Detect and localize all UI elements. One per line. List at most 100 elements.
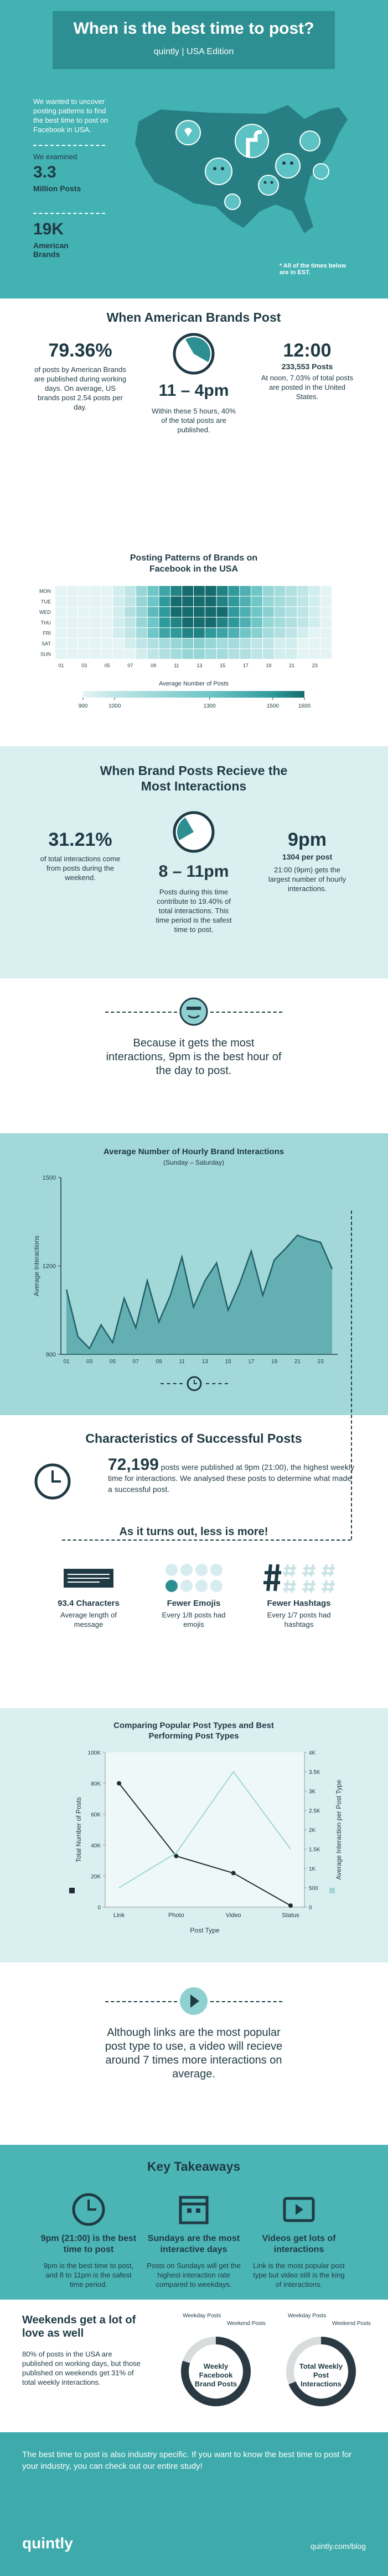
heatmap: MON TUE WED THU FRI SAT SUN 01 03 05 07 09 11 13 15 17 1… (39, 586, 332, 709)
heat-cell (101, 638, 113, 648)
heat-cell (170, 628, 182, 638)
heat-cell (159, 628, 170, 638)
donut-label: Weekday Posts (183, 2313, 221, 2319)
heat-cell (170, 586, 182, 596)
y-tick-label: 80K (91, 1781, 101, 1787)
heat-cell (263, 617, 274, 627)
item-title: 9pm (21:00) is the best time to post (40, 2234, 137, 2254)
emoji-icons (165, 1564, 223, 1592)
posts-label: Million Posts (33, 184, 81, 193)
heat-cell (263, 638, 274, 648)
x-tick-label: 07 (133, 1359, 139, 1365)
heat-cell (113, 596, 124, 606)
heat-cell (297, 628, 309, 638)
item-title: Videos get lots of interactions (262, 2234, 336, 2254)
item-text: 9pm is the best time to post, and 8 to 1… (43, 2261, 134, 2289)
x-tick-label: 11 (179, 1359, 185, 1365)
heat-cell (136, 617, 147, 627)
heat-cell (240, 596, 251, 606)
item-title: Sundays are the most interactive days (147, 2234, 240, 2254)
point (231, 1871, 236, 1876)
emoji-icon (179, 997, 208, 1026)
heat-cell (263, 596, 274, 606)
footer-text: The best time to post is also industry s… (22, 2450, 352, 2471)
heat-cell (125, 638, 136, 648)
x-tick-label: 01 (58, 663, 64, 668)
heat-cell (228, 617, 240, 627)
section-title: Key Takeaways (147, 2159, 241, 2174)
heat-cell (216, 628, 228, 638)
heat-cell (159, 596, 170, 606)
heat-cell (136, 586, 147, 596)
plot-bg (105, 1752, 304, 1907)
heat-cell (240, 649, 251, 659)
x-tick-label: 03 (81, 663, 87, 668)
clock-icon (173, 811, 215, 853)
heat-cell (101, 596, 113, 606)
x-tick-label: 09 (156, 1359, 162, 1365)
donut-label: Weekend Posts (332, 2321, 371, 2327)
stat-text: Posts during this time contribute to 19.… (156, 888, 232, 934)
heat-cell (159, 649, 170, 659)
x-tick-label: Link (113, 1912, 125, 1919)
heat-cell (251, 586, 262, 596)
statement: Because it gets the most interactions, 9… (106, 1037, 282, 1077)
heat-cell (216, 586, 228, 596)
donut-segment (288, 2337, 356, 2406)
x-tick-label: 15 (225, 1359, 232, 1365)
heat-cell (182, 628, 193, 638)
heat-cell (55, 628, 66, 638)
heat-cell (101, 607, 113, 617)
header-banner (53, 11, 335, 69)
series-line (118, 1783, 291, 1907)
y-tick-label: 100K (88, 1750, 101, 1756)
heat-cell (274, 596, 286, 606)
posts-number: 3.3 (33, 163, 56, 181)
x-tick-label: 23 (318, 1359, 324, 1365)
heat-cell (159, 638, 170, 648)
footer-link[interactable]: quintly.com/blog (310, 2542, 366, 2551)
heat-cell (228, 596, 240, 606)
stat-sub: 233,553 Posts (281, 362, 333, 371)
colorbar-title: Average Number of Posts (159, 680, 229, 687)
y-tick-label: 3.5K (309, 1769, 320, 1776)
heat-cell (263, 586, 274, 596)
row-label: THU (41, 620, 51, 626)
heat-cell (216, 596, 228, 606)
heat-cell (78, 607, 90, 617)
x-tick-label: Photo (168, 1912, 184, 1919)
y-axis-title: Average Interactions (33, 1235, 40, 1296)
heat-cell (263, 628, 274, 638)
heat-cell (136, 628, 147, 638)
y-tick-label: 40K (91, 1843, 101, 1849)
heat-cell (170, 638, 182, 648)
heat-cell (147, 649, 159, 659)
heat-cell (205, 628, 216, 638)
heat-cell (90, 649, 101, 659)
heat-cell (194, 607, 205, 617)
heat-cell (194, 649, 205, 659)
heat-cell (240, 638, 251, 648)
heat-cell (55, 638, 66, 648)
heat-cell (205, 596, 216, 606)
heat-cell (159, 607, 170, 617)
divider (105, 1012, 177, 1013)
heat-cell (286, 586, 297, 596)
chart-title: Comparing Popular Post Types and Best Pe… (113, 1721, 274, 1741)
donut-segment (181, 2337, 251, 2406)
point (174, 1854, 179, 1858)
colorbar (83, 691, 304, 698)
heat-cell (66, 617, 78, 627)
clock-icon (34, 1463, 71, 1500)
heat-cell (90, 628, 101, 638)
heat-cell (309, 586, 320, 596)
heart-icon (184, 128, 192, 137)
donut-segment (183, 2337, 216, 2364)
heat-cell (66, 638, 78, 648)
heat-cell (286, 596, 297, 606)
x-tick-label: 17 (248, 1359, 255, 1365)
statement: Although links are the most popular post… (105, 2027, 283, 2080)
axis-title: Total Number of Posts (75, 1797, 82, 1862)
heat-cell (147, 617, 159, 627)
